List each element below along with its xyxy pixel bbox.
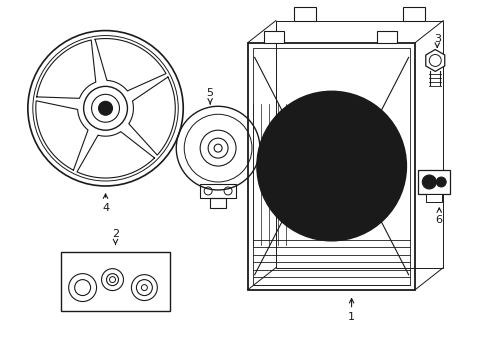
Circle shape — [321, 156, 341, 176]
Text: 6: 6 — [435, 208, 442, 225]
Bar — [275, 21, 442, 268]
Polygon shape — [36, 101, 88, 170]
Circle shape — [422, 175, 435, 189]
Bar — [210, 198, 225, 208]
Polygon shape — [128, 77, 175, 155]
Bar — [61, 252, 170, 311]
Text: 5: 5 — [206, 88, 213, 104]
Bar — [426, 194, 441, 202]
Circle shape — [308, 144, 353, 189]
Bar — [293, 7, 315, 21]
Polygon shape — [77, 132, 154, 178]
Bar — [417, 170, 449, 194]
Bar — [377, 31, 397, 42]
Bar — [200, 184, 236, 198]
Text: 1: 1 — [347, 298, 354, 323]
Circle shape — [288, 123, 374, 210]
Text: 3: 3 — [433, 33, 440, 47]
Polygon shape — [95, 39, 166, 91]
Bar — [403, 7, 425, 21]
Bar — [247, 42, 414, 289]
Bar — [264, 31, 283, 42]
Bar — [252, 48, 409, 285]
Polygon shape — [425, 50, 444, 71]
Circle shape — [435, 177, 446, 187]
Text: 4: 4 — [102, 194, 109, 213]
Text: 2: 2 — [112, 229, 119, 244]
Circle shape — [99, 101, 112, 115]
Circle shape — [256, 91, 406, 241]
Polygon shape — [37, 40, 96, 98]
